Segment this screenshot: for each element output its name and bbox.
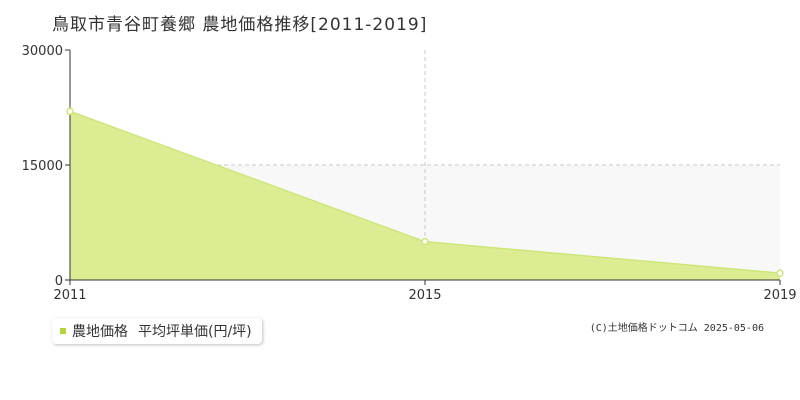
data-point [776,269,784,277]
x-tick-label: 2019 [763,288,796,303]
chart-title: 鳥取市青谷町養郷 農地価格推移[2011-2019] [52,15,428,35]
y-tick-label: 15000 [22,159,63,174]
data-point [66,107,74,116]
y-tick-label: 0 [55,274,63,289]
chart-legend: 農地価格 平均坪単価(円/坪) [52,318,262,344]
data-point [421,237,429,246]
x-tick-label: 2011 [53,288,86,303]
x-tick-label: 2015 [408,288,441,303]
copyright-text: (C)土地価格ドットコム 2025-05-06 [589,323,764,334]
legend-unit-label: 平均坪単価(円/坪) [138,324,252,340]
legend-swatch [60,328,66,334]
legend-series-label: 農地価格 [72,324,128,340]
y-tick-label: 30000 [22,44,63,59]
series-area [70,111,780,280]
